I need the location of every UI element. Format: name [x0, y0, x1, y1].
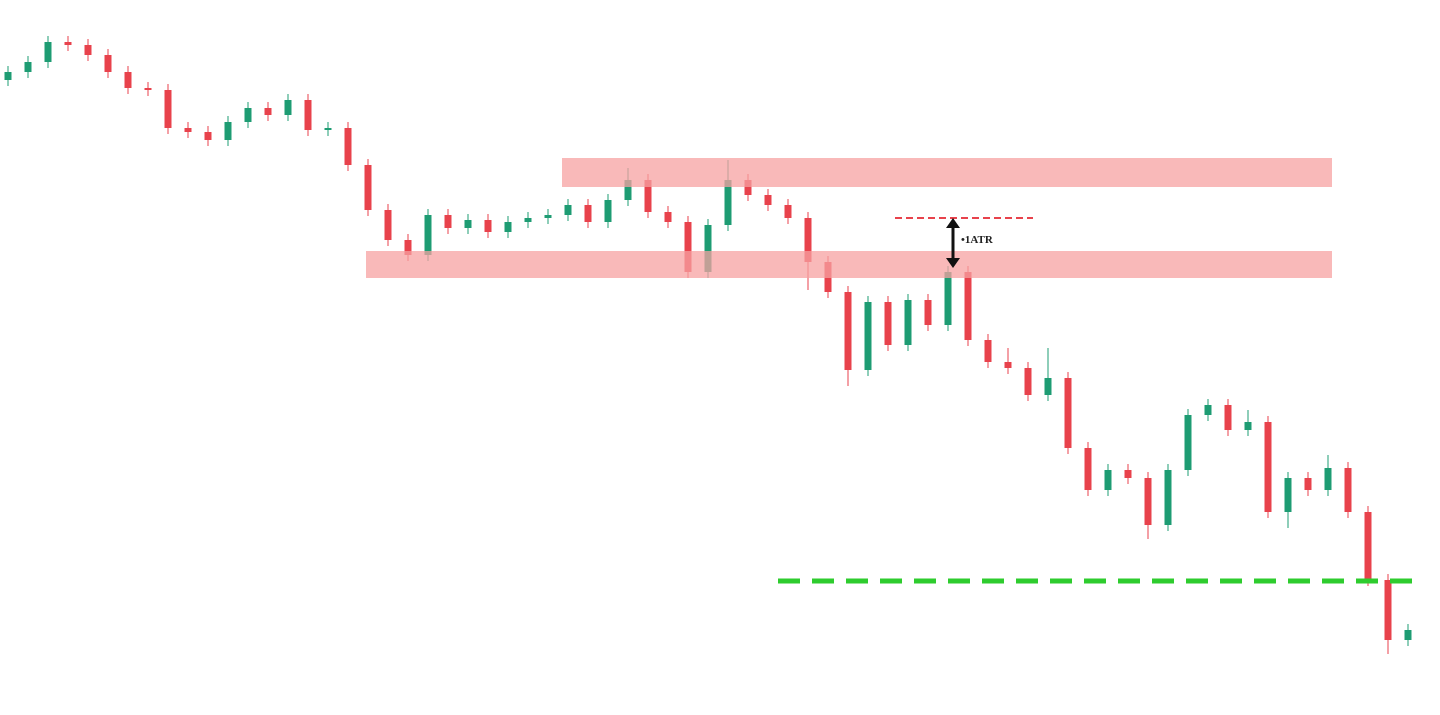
candle-body	[304, 100, 312, 130]
candle-body	[544, 215, 552, 218]
candle-body	[1084, 448, 1092, 490]
candle-body	[104, 55, 112, 72]
candle-body	[784, 205, 792, 218]
candle-body	[1104, 470, 1112, 490]
candle-body	[1384, 580, 1392, 640]
candle-body	[924, 300, 932, 325]
candle-body	[4, 72, 12, 80]
candle-body	[84, 45, 92, 55]
candle-body	[1064, 378, 1072, 448]
candle-body	[884, 302, 892, 345]
candle-body	[944, 272, 952, 325]
candle-body	[344, 128, 352, 165]
candle-body	[1124, 470, 1132, 478]
candle-body	[184, 128, 192, 132]
candle-body	[904, 300, 912, 345]
candle-body	[604, 200, 612, 222]
atr-arrow-heads	[946, 218, 960, 268]
candle-body	[1144, 478, 1152, 525]
candle-body	[144, 88, 152, 90]
candle-body	[1164, 470, 1172, 525]
candle-body	[284, 100, 292, 115]
candle-body	[1404, 630, 1412, 640]
candle-body	[664, 212, 672, 222]
candle-body	[44, 42, 52, 62]
candle-body	[804, 218, 812, 262]
candle-body	[1264, 422, 1272, 512]
candle-body	[224, 122, 232, 140]
candle-body	[1244, 422, 1252, 430]
candle-body	[644, 180, 652, 212]
candle-body	[684, 222, 692, 272]
candle-body	[984, 340, 992, 362]
candle-body	[744, 180, 752, 195]
candle-body	[1344, 468, 1352, 512]
candle-body	[1184, 415, 1192, 470]
candle-body	[1004, 362, 1012, 368]
candle-body	[324, 128, 332, 130]
candle-body	[264, 108, 272, 115]
candle-body	[1364, 512, 1372, 580]
candle-body	[1284, 478, 1292, 512]
candle-body	[484, 220, 492, 232]
candle-body	[504, 222, 512, 232]
candle-body	[244, 108, 252, 122]
candle-body	[1204, 405, 1212, 415]
candle-body	[704, 225, 712, 272]
candle-body	[1324, 468, 1332, 490]
candle-body	[124, 72, 132, 88]
candle-body	[64, 42, 72, 45]
candle-body	[864, 302, 872, 370]
resistance-zone	[562, 158, 1332, 187]
candle-body	[1044, 378, 1052, 395]
candle-body	[1224, 405, 1232, 430]
candle-body	[384, 210, 392, 240]
candle-body	[1304, 478, 1312, 490]
candle-body	[764, 195, 772, 205]
candle-body	[164, 90, 172, 128]
candle-body	[624, 180, 632, 200]
candle-body	[404, 240, 412, 255]
candle-body	[444, 215, 452, 228]
candle-body	[724, 180, 732, 225]
candle-body	[204, 132, 212, 140]
candle-body	[364, 165, 372, 210]
candle-body	[524, 218, 532, 222]
candle-body	[464, 220, 472, 228]
candle-body	[1024, 368, 1032, 395]
candle-body	[964, 272, 972, 340]
candle-body	[584, 205, 592, 222]
atr-label: •1ATR	[961, 234, 994, 246]
candles	[4, 36, 1412, 654]
candle-body	[424, 215, 432, 255]
candle-body	[564, 205, 572, 215]
supply-zone	[366, 251, 1332, 278]
candle-body	[844, 292, 852, 370]
candle-body	[24, 62, 32, 72]
